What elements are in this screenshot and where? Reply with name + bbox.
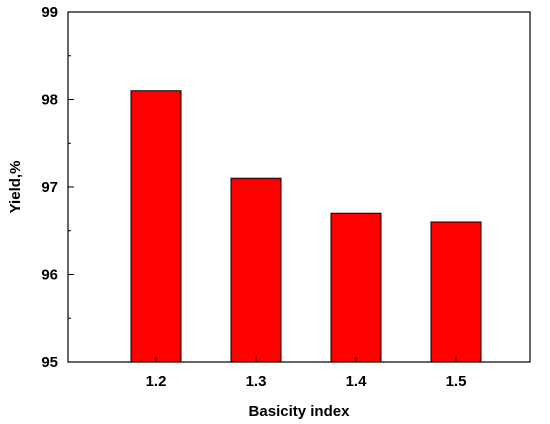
- x-axis-ticks: 1.2 1.3 1.4 1.5: [146, 357, 467, 390]
- bar-1.5: [430, 221, 482, 363]
- y-tick-label: 97: [41, 179, 58, 196]
- bar-1.4: [330, 212, 382, 363]
- bar-1.3: [230, 177, 282, 363]
- y-tick-label: 98: [41, 92, 58, 109]
- y-axis-title: Yield,%: [7, 161, 24, 214]
- bar-1.2: [130, 90, 182, 363]
- x-tick-label: 1.5: [446, 373, 467, 390]
- x-tick-label: 1.2: [146, 373, 167, 390]
- y-tick-label: 99: [41, 4, 58, 21]
- x-tick-label: 1.4: [346, 373, 368, 390]
- x-tick-label: 1.3: [246, 373, 267, 390]
- y-tick-label: 95: [41, 354, 58, 371]
- plot-frame: [67, 11, 531, 363]
- y-tick-label: 96: [41, 267, 58, 284]
- bars-group: [130, 90, 482, 363]
- x-axis-title: Basicity index: [249, 403, 351, 420]
- y-axis-ticks: 95 96 97 98 99: [41, 4, 74, 371]
